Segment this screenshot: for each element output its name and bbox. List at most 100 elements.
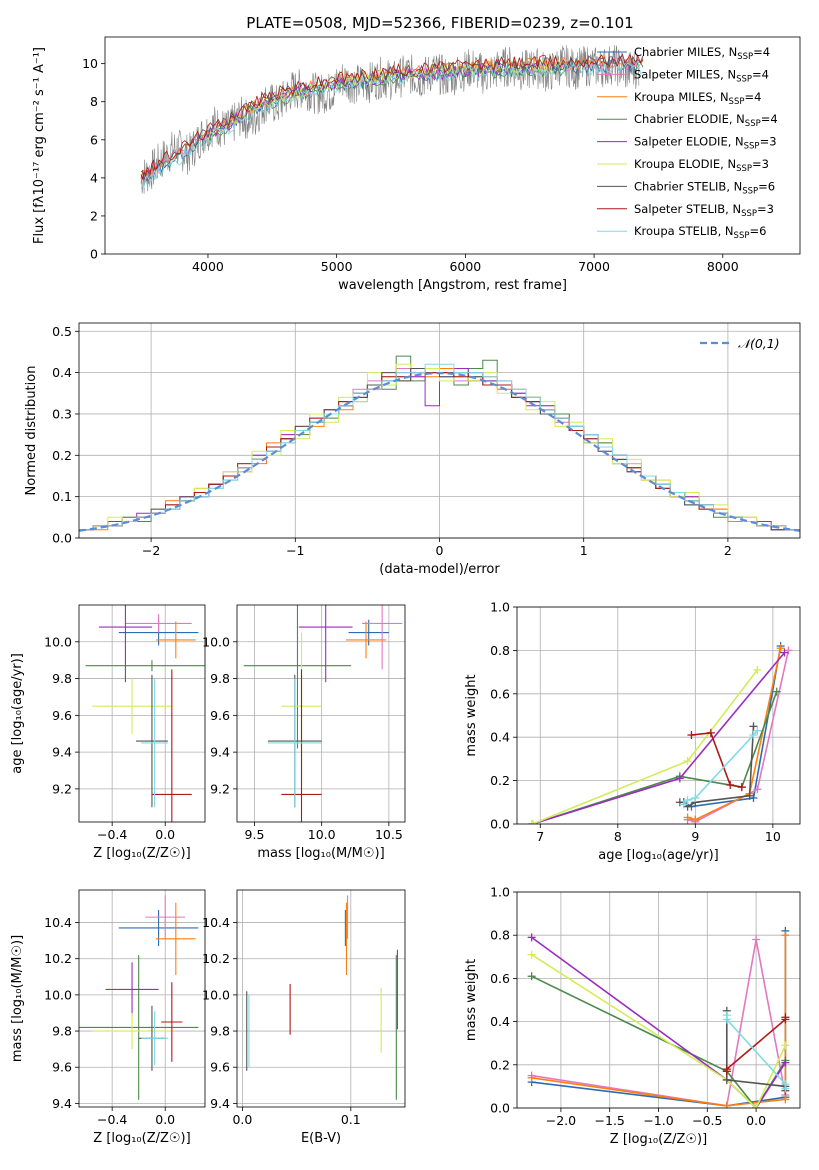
plus-marker [527, 972, 536, 981]
x-tick-label: 6000 [449, 259, 481, 274]
panel-6: 0.0 0.1 9.4 9.6 9.8 10.0 10.2 10.4 E(B-V) [202, 889, 406, 1146]
y-axis-label: mass weight [464, 674, 479, 756]
axes: 9.5 10.0 10.5 9.2 9.4 9.6 9.8 10.0 mass [log₁₀(M… [202, 604, 406, 861]
plus-marker [737, 783, 746, 792]
x-tick-label: 0.0 [232, 1112, 252, 1127]
errorbar-point [361, 605, 403, 670]
y-tick-label: 9.2 [52, 781, 72, 796]
errorbar-point [151, 669, 192, 822]
figure-title: PLATE=0508, MJD=52366, FIBERID=0239, z=0… [246, 14, 633, 32]
legend-label-text: Salpeter STELIB, N [634, 202, 741, 216]
x-tick-label: 0.1 [341, 1112, 361, 1127]
plus-marker [527, 933, 536, 942]
plus-marker [691, 793, 700, 802]
errorbar-point [118, 909, 199, 947]
y-tick-label: 9.8 [210, 671, 230, 686]
plus-marker [749, 722, 758, 731]
plot-area [79, 895, 199, 1100]
legend-label-count: =4 [761, 112, 778, 126]
plus-marker [683, 796, 692, 805]
legend-label-subscript: SSP [745, 119, 761, 129]
plus-marker [752, 1104, 761, 1108]
x-axis-label: (data-model)/error [379, 562, 500, 577]
normal-reference-curve [79, 371, 800, 532]
y-tick-label: 1.0 [490, 600, 510, 615]
x-axis-label: E(B-V) [301, 1131, 341, 1146]
legend: 𝒩(0,1) [700, 336, 780, 351]
x-tick-label: −0.5 [692, 1113, 722, 1128]
model-spectrum-line [140, 57, 644, 180]
grid-lines [79, 890, 205, 1107]
errorbar-point [298, 605, 353, 683]
y-tick-label: 0.4 [52, 365, 72, 380]
y-tick-label: 0.3 [52, 406, 72, 421]
y-tick-label: 0.2 [52, 448, 72, 463]
x-tick-label: 4000 [192, 259, 224, 274]
y-axis-label: age [log₁₀(age/yr)] [10, 653, 25, 774]
x-tick-label: 8000 [707, 259, 739, 274]
legend-label-subscript: SSP [736, 74, 752, 84]
panel-3: 9.5 10.0 10.5 9.2 9.4 9.6 9.8 10.0 mass [log₁₀(M… [202, 604, 406, 861]
y-tick-label: 9.4 [210, 745, 230, 760]
legend-label-count: =4 [744, 90, 761, 104]
y-tick-label: 0.0 [52, 531, 72, 546]
y-tick-label: 0.2 [490, 773, 510, 788]
errorbar-point [141, 1011, 168, 1066]
legend-label-count: =6 [749, 224, 766, 238]
legend-label-text: Kroupa STELIB, N [634, 224, 734, 238]
y-tick-label: 10.0 [44, 987, 72, 1002]
panel-2: −0.4 0.0 9.2 9.4 9.6 9.8 10.0 Z [log₁₀(Z/Z☉)] ag… [10, 604, 206, 861]
legend-label-text: Kroupa MILES, N [634, 90, 729, 104]
legend-label-subscript: SSP [741, 209, 757, 219]
y-tick-label: 9.4 [210, 1096, 230, 1111]
plot-area [246, 895, 398, 1100]
y-tick-label: 0.2 [490, 1057, 510, 1072]
errorbar-point [281, 669, 322, 822]
y-tick-label: 9.6 [210, 1060, 230, 1075]
x-axis-label: mass [log₁₀(M/M☉)] [257, 846, 384, 861]
grid-lines [79, 323, 800, 539]
legend-label: Kroupa MILES, NSSP=4 [634, 90, 761, 107]
plus-marker [749, 731, 758, 740]
legend-label: Salpeter MILES, NSSP=4 [634, 67, 769, 84]
x-tick-label: −1 [286, 543, 304, 558]
errorbar-point [92, 1012, 172, 1050]
panel-0: 4000 5000 6000 7000 8000 0 2 4 6 8 10 wavelength [A… [32, 36, 801, 293]
panel-4: 7 8 9 10 0.0 0.2 0.4 0.6 0.8 1.0 age [log₁₀(age/yr… [464, 600, 801, 863]
x-axis-label: wavelength [Angstrom, rest frame] [338, 278, 567, 293]
mass-weight-line [691, 732, 742, 788]
legend-label-count: =6 [758, 179, 775, 193]
y-tick-label: 10 [82, 56, 98, 71]
x-tick-label: −2 [142, 543, 160, 558]
y-axis-label: Flux [fλ10⁻¹⁷ erg cm⁻² s⁻¹ A⁻¹] [32, 47, 47, 244]
errorbar-point [267, 678, 322, 808]
mass-weight-line [683, 645, 782, 808]
plus-marker [528, 820, 537, 824]
legend-label-count: =3 [760, 135, 777, 149]
y-tick-label: 9.6 [52, 1060, 72, 1075]
axes: −2.0 −1.5 −1.0 −0.5 0.0 0.0 0.2 0.4 0.6 0.8 1.0 Z [… [464, 885, 801, 1147]
y-tick-label: 1.0 [490, 885, 510, 900]
y-axis-label: mass [log₁₀(M/M☉)] [10, 935, 25, 1062]
legend-label-text: Kroupa ELODIE, N [634, 157, 736, 171]
x-tick-label: 10.5 [375, 827, 403, 842]
plus-marker [772, 687, 781, 696]
y-axis-label: mass weight [464, 959, 479, 1041]
y-tick-label: 4 [90, 170, 98, 185]
axes: −2 −1 0 1 2 0.0 0.1 0.2 0.3 0.4 0.5 (data-model)/er… [24, 322, 801, 577]
plus-marker [687, 731, 696, 740]
legend-label: Kroupa ELODIE, NSSP=3 [634, 157, 769, 174]
errorbar-point [79, 955, 199, 1100]
legend-label-subscript: SSP [744, 142, 760, 152]
plot-area [140, 44, 644, 194]
y-tick-label: 8 [90, 94, 98, 109]
mass-weight-line [532, 669, 759, 824]
y-tick-label: 0.5 [52, 324, 72, 339]
y-axis-label: Normed distribution [24, 366, 39, 496]
errorbar-point [105, 962, 159, 1017]
legend-label-count: =4 [753, 45, 770, 59]
axes-frame [516, 606, 801, 825]
x-axis-label: Z [log₁₀(Z/Z☉)] [610, 1132, 707, 1147]
plus-marker [726, 780, 735, 789]
